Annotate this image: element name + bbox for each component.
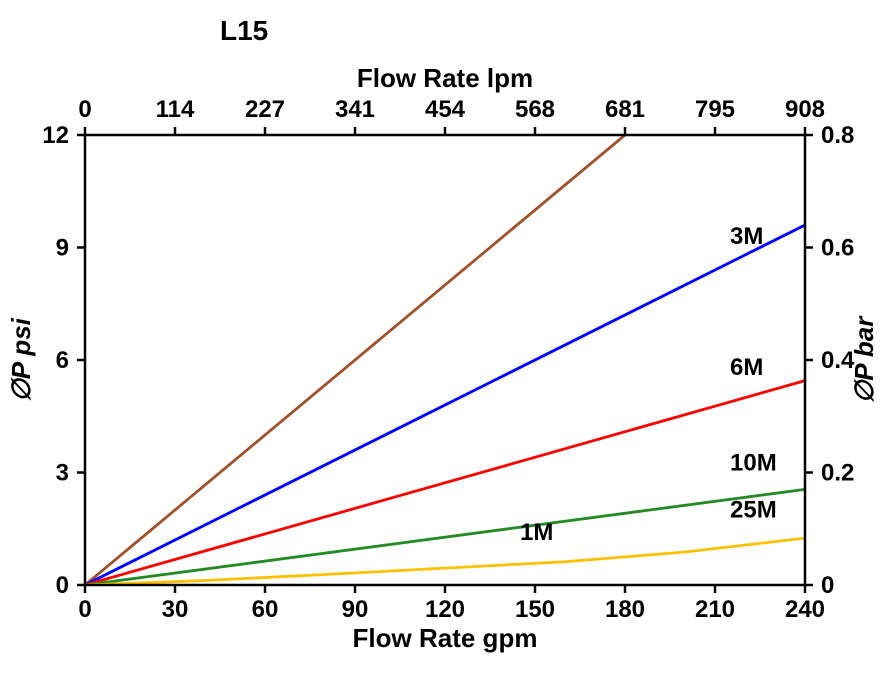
series-label-10m: 10M [730,450,777,477]
x-bottom-tick-label: 60 [252,596,279,623]
x-bottom-tick-label: 120 [425,596,465,623]
x-bottom-axis-label: Flow Rate gpm [353,623,538,653]
y-left-tick-label: 0 [56,572,69,599]
x-top-tick-label: 568 [515,96,555,123]
x-bottom-tick-label: 0 [78,596,91,623]
x-top-tick-label: 227 [245,96,285,123]
x-top-tick-label: 114 [156,96,195,123]
y-left-tick-label: 6 [56,347,69,374]
x-bottom-tick-label: 180 [605,596,645,623]
x-bottom-tick-label: 30 [162,596,189,623]
x-top-tick-label: 341 [335,96,375,123]
y-right-tick-label: 0.2 [821,460,854,487]
series-label-1m: 1M [520,519,553,546]
x-top-axis-label: Flow Rate lpm [357,63,533,93]
chart-title: L15 [220,15,268,46]
x-top-tick-label: 795 [695,96,735,123]
pressure-drop-chart: L151M3M6M10M25M0306090120150180210240Flo… [0,0,882,698]
series-label-6m: 6M [730,354,763,381]
x-bottom-tick-label: 150 [515,596,555,623]
x-bottom-tick-label: 90 [342,596,369,623]
x-top-tick-label: 681 [605,96,645,123]
y-right-tick-label: 0.8 [821,122,854,149]
chart-svg: L151M3M6M10M25M0306090120150180210240Flo… [0,0,882,698]
y-left-tick-label: 12 [42,122,69,149]
y-left-tick-label: 9 [56,235,69,262]
y-right-tick-label: 0.6 [821,235,854,262]
y-left-axis-label: ∅P psi [6,317,36,402]
y-right-tick-label: 0 [821,572,834,599]
x-top-tick-label: 454 [425,96,466,123]
y-right-axis-label: ∅P bar [849,315,879,404]
series-label-25m: 25M [730,497,777,524]
x-top-tick-label: 0 [78,96,91,123]
y-left-tick-label: 3 [56,460,69,487]
x-bottom-tick-label: 210 [695,596,735,623]
series-label-3m: 3M [730,223,763,250]
x-bottom-tick-label: 240 [785,596,825,623]
x-top-tick-label: 908 [785,96,825,123]
